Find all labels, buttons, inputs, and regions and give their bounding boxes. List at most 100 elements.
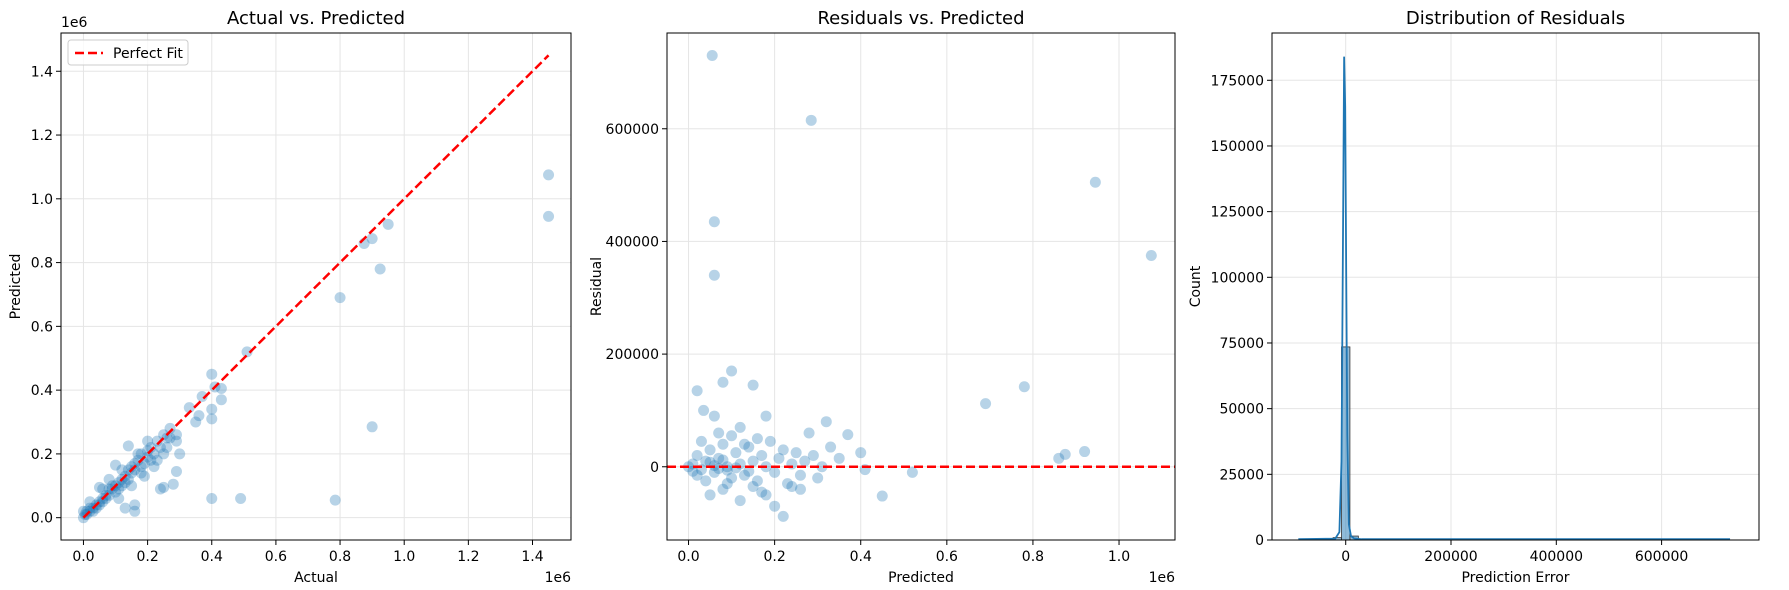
x-tick-label: 600000 xyxy=(1635,549,1688,565)
scatter-point xyxy=(717,438,729,450)
scatter-point xyxy=(215,394,227,406)
scatter-point xyxy=(738,469,750,481)
scatter-point xyxy=(161,432,173,444)
scatter-point xyxy=(855,447,867,459)
scatter-point xyxy=(751,475,763,487)
scatter-point xyxy=(241,346,253,358)
scatter-point xyxy=(833,452,845,464)
scatter-point xyxy=(794,483,806,495)
scatter-point xyxy=(704,489,716,501)
scatter-point xyxy=(980,398,992,410)
y-tick-label: 600000 xyxy=(606,122,659,138)
scatter-point xyxy=(158,481,170,493)
scatter-point xyxy=(691,385,703,397)
scatter-point xyxy=(183,402,195,414)
scatter-point xyxy=(803,427,815,439)
scatter-point xyxy=(97,483,109,495)
scatter-point xyxy=(708,466,720,478)
scatter-point xyxy=(691,450,703,461)
scatter-point xyxy=(543,169,555,181)
scatter-point xyxy=(103,473,115,485)
scatter-point xyxy=(799,455,811,467)
scatter-point xyxy=(151,435,163,447)
scatter-point xyxy=(906,466,918,478)
scatter-point xyxy=(1145,250,1157,262)
scatter-point xyxy=(154,483,166,495)
scatter-point xyxy=(756,450,768,461)
y-axis-label: Count xyxy=(1188,265,1204,307)
scatter-point xyxy=(1053,452,1065,464)
y-tick-label: 0.2 xyxy=(31,447,53,463)
y-tick-label: 125000 xyxy=(1211,205,1264,221)
scatter-point xyxy=(764,435,776,447)
scatter-point xyxy=(129,505,141,517)
subplot-title: Actual vs. Predicted xyxy=(227,8,405,29)
scatter-point xyxy=(215,383,227,395)
scatter-point xyxy=(145,442,157,454)
scatter-point xyxy=(698,404,710,416)
scatter-point xyxy=(161,442,173,454)
scatter-point xyxy=(334,292,346,304)
scatter-point xyxy=(374,263,386,275)
scatter-point xyxy=(812,472,824,484)
scatter-point xyxy=(135,467,147,479)
scatter-point xyxy=(148,461,160,473)
x-tick-label: 1.0 xyxy=(393,549,415,565)
plot-area xyxy=(1298,56,1731,540)
scatter-point xyxy=(93,499,105,511)
y-tick-label: 1.4 xyxy=(31,64,53,80)
y-tick-label: 75000 xyxy=(1219,336,1264,352)
scatter-point xyxy=(1089,176,1101,188)
scatter-point xyxy=(142,445,154,457)
x-tick-label: 0.8 xyxy=(329,549,351,565)
y-tick-label: 150000 xyxy=(1211,139,1264,155)
scatter-point xyxy=(743,465,755,477)
scatter-point xyxy=(167,478,179,490)
scatter-point xyxy=(1079,446,1091,458)
x-tick-label: 200000 xyxy=(1424,549,1477,565)
axes-frame xyxy=(60,32,572,541)
scatter-point xyxy=(103,483,115,495)
x-tick-label: 1.2 xyxy=(457,549,479,565)
legend: Perfect Fit xyxy=(67,39,189,66)
scatter-point xyxy=(206,413,218,425)
scatter-point xyxy=(730,447,742,459)
axes-frame xyxy=(1271,32,1760,541)
x-tick-label: 0.0 xyxy=(677,549,699,565)
scatter-point xyxy=(235,493,247,505)
scatter-point xyxy=(135,461,147,473)
x-tick-label: 0.2 xyxy=(136,549,158,565)
plot-area xyxy=(667,50,1175,522)
scatter-point xyxy=(366,421,378,433)
scatter-point xyxy=(777,444,789,456)
scatter-point xyxy=(122,440,134,452)
y-tick-label: 1.2 xyxy=(31,128,53,144)
y-offset-label: 1e6 xyxy=(61,15,88,31)
scatter-point xyxy=(129,464,141,476)
scatter-point xyxy=(708,410,720,422)
scatter-point xyxy=(773,452,785,464)
scatter-point xyxy=(329,494,341,506)
scatter-point xyxy=(206,493,218,505)
y-tick-label: 200000 xyxy=(606,347,659,363)
scatter-point xyxy=(193,410,205,422)
scatter-point xyxy=(132,454,144,466)
perfect-fit-line xyxy=(82,54,550,519)
scatter-point xyxy=(769,500,781,512)
scatter-point xyxy=(721,478,733,490)
scatter-point xyxy=(113,493,125,505)
y-tick-label: 0 xyxy=(1255,533,1264,549)
scatter-point xyxy=(106,480,118,492)
scatter-point xyxy=(1018,381,1030,393)
scatter-point xyxy=(196,391,208,403)
x-tick-label: 1.0 xyxy=(1108,549,1130,565)
scatter-point xyxy=(820,416,832,428)
x-tick-label: 0 xyxy=(1341,549,1350,565)
scatter-point xyxy=(170,465,182,477)
scatter-point xyxy=(734,421,746,433)
scatter-point xyxy=(142,435,154,447)
scatter-point xyxy=(760,489,772,501)
y-axis-label: Residual xyxy=(589,257,605,316)
scatter-point xyxy=(142,451,154,463)
scatter-point xyxy=(164,422,176,434)
